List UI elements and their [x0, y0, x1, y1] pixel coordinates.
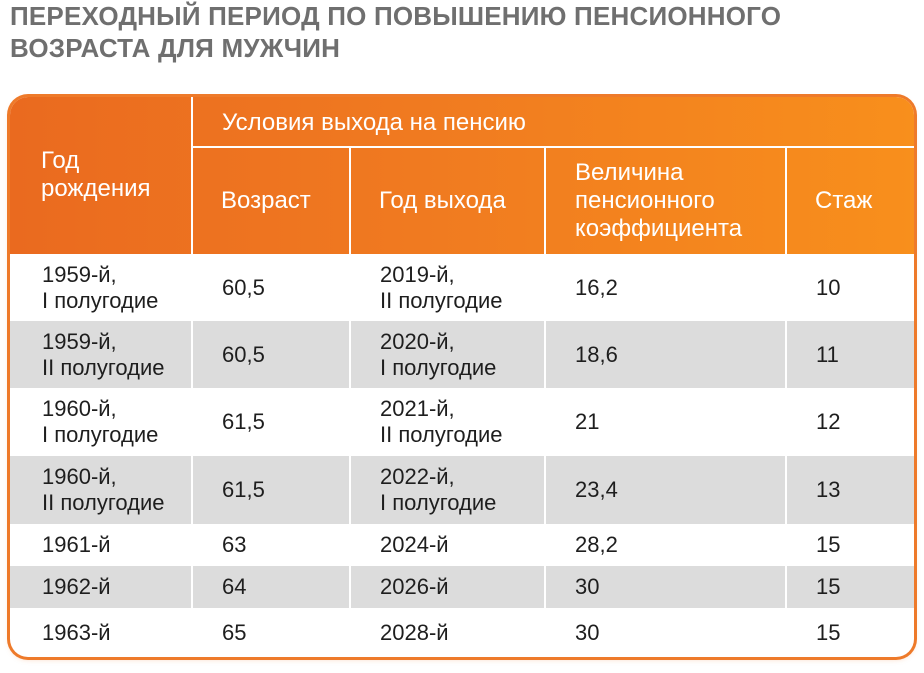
- cell-line: I полугодие: [380, 490, 497, 515]
- cell-age: 65: [222, 619, 247, 645]
- header-experience: Стаж: [815, 187, 873, 214]
- cell-line: 2020-й,: [380, 328, 455, 354]
- table-header: Год рождения Условия выхода на пенсию Во…: [10, 97, 914, 254]
- cell-line: II полугодие: [42, 354, 165, 380]
- cell-coefficient: 16,2: [575, 274, 618, 300]
- column-divider: [785, 254, 787, 657]
- cell-line: II полугодие: [380, 422, 503, 447]
- cell-birth-year: 1960-й, II полугодие: [42, 456, 192, 524]
- table-row: 1959-й, I полугодие 60,5 2019-й, II полуго…: [10, 254, 914, 321]
- cell-exit-year: 2024-й: [380, 532, 449, 557]
- header-exit-year: Год выхода: [379, 187, 506, 214]
- cell-exit-year: 2021-й, II полугодие: [380, 388, 545, 456]
- column-divider: [544, 254, 546, 657]
- cell-coefficient: 30: [575, 574, 600, 599]
- cell-birth-year: 1962-й: [42, 574, 111, 599]
- page-title-line-1: ПЕРЕХОДНЫЙ ПЕРИОД ПО ПОВЫШЕНИЮ ПЕНСИОННО…: [10, 1, 782, 31]
- cell-line: I полугодие: [42, 287, 159, 313]
- cell-age: 61,5: [222, 477, 265, 502]
- cell-line: 2019-й,: [380, 261, 455, 287]
- header-coefficient: Величина пенсионного коэффициента: [575, 159, 742, 243]
- cell-birth-year: 1963-й: [42, 619, 111, 645]
- table-row: 1962-й 64 2026-й 30 15: [10, 566, 914, 608]
- cell-coefficient: 21: [575, 409, 600, 434]
- header-divider: [191, 97, 193, 254]
- header-age: Возраст: [221, 187, 311, 214]
- cell-line: I полугодие: [380, 354, 497, 380]
- cell-age: 60,5: [222, 274, 265, 300]
- header-birth-year: Год рождения: [41, 147, 151, 203]
- header-retirement-conditions: Условия выхода на пенсию: [222, 109, 526, 136]
- cell-line: II полугодие: [42, 490, 165, 515]
- cell-line: 1959-й,: [42, 328, 117, 354]
- cell-experience: 12: [816, 409, 841, 434]
- cell-coefficient: 28,2: [575, 532, 618, 557]
- cell-birth-year: 1959-й, I полугодие: [42, 254, 192, 321]
- page-title: ПЕРЕХОДНЫЙ ПЕРИОД ПО ПОВЫШЕНИЮ ПЕНСИОННО…: [10, 0, 910, 64]
- header-coefficient-line: пенсионного: [575, 187, 715, 214]
- header-coefficient-line: Величина: [575, 159, 684, 186]
- table-row: 1963-й 65 2028-й 30 15: [10, 608, 914, 657]
- table-row: 1961-й 63 2024-й 28,2 15: [10, 524, 914, 566]
- cell-line: 1960-й,: [42, 464, 117, 489]
- column-divider: [191, 254, 193, 657]
- cell-line: II полугодие: [380, 287, 503, 313]
- cell-birth-year: 1959-й, II полугодие: [42, 321, 192, 388]
- column-divider: [349, 254, 351, 657]
- cell-age: 61,5: [222, 409, 265, 434]
- retirement-table: Год рождения Условия выхода на пенсию Во…: [10, 97, 914, 657]
- cell-exit-year: 2020-й, I полугодие: [380, 321, 545, 388]
- header-divider: [544, 146, 546, 254]
- cell-coefficient: 30: [575, 619, 600, 645]
- page-title-line-2: ВОЗРАСТА ДЛЯ МУЖЧИН: [10, 33, 341, 63]
- cell-experience: 10: [816, 274, 841, 300]
- header-coefficient-line: коэффициента: [575, 215, 743, 242]
- cell-exit-year: 2019-й, II полугодие: [380, 254, 545, 321]
- table-row: 1960-й, II полугодие 61,5 2022-й, I полуго…: [10, 456, 914, 524]
- cell-birth-year: 1960-й, I полугодие: [42, 388, 192, 456]
- cell-line: I полугодие: [42, 422, 159, 447]
- cell-line: 1959-й,: [42, 261, 117, 287]
- cell-coefficient: 23,4: [575, 477, 618, 502]
- cell-line: 2022-й,: [380, 464, 455, 489]
- cell-coefficient: 18,6: [575, 341, 618, 367]
- cell-exit-year: 2026-й: [380, 574, 449, 599]
- cell-experience: 15: [816, 574, 841, 599]
- cell-line: 1960-й,: [42, 396, 117, 421]
- header-divider: [191, 146, 914, 148]
- cell-exit-year: 2022-й, I полугодие: [380, 456, 545, 524]
- cell-age: 64: [222, 574, 247, 599]
- table-row: 1959-й, II полугодие 60,5 2020-й, I полуго…: [10, 321, 914, 388]
- cell-age: 63: [222, 532, 247, 557]
- header-birth-year-line: рождения: [41, 175, 151, 202]
- cell-experience: 15: [816, 619, 841, 645]
- cell-age: 60,5: [222, 341, 265, 367]
- header-birth-year-line: Год: [41, 147, 80, 174]
- cell-experience: 11: [816, 341, 839, 367]
- header-divider: [785, 146, 787, 254]
- header-divider: [349, 146, 351, 254]
- table-row: 1960-й, I полугодие 61,5 2021-й, II полуго…: [10, 388, 914, 456]
- cell-birth-year: 1961-й: [42, 532, 111, 557]
- cell-line: 2021-й,: [380, 396, 455, 421]
- cell-exit-year: 2028-й: [380, 619, 449, 645]
- cell-experience: 15: [816, 532, 841, 557]
- cell-experience: 13: [816, 477, 841, 502]
